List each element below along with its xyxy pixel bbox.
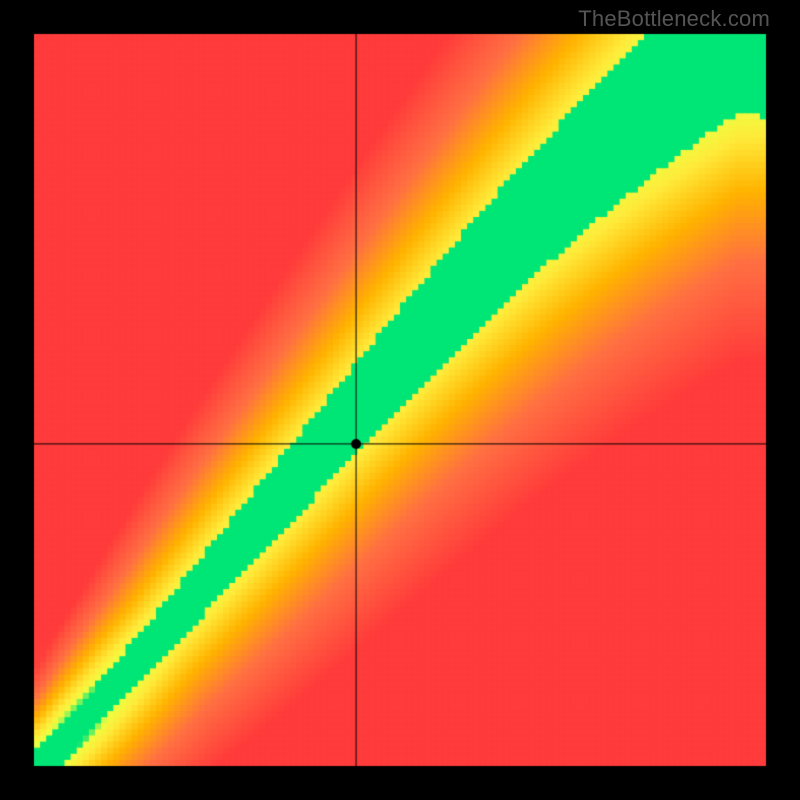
chart-container: TheBottleneck.com: [0, 0, 800, 800]
heatmap-canvas: [0, 0, 800, 800]
source-watermark: TheBottleneck.com: [578, 6, 770, 32]
